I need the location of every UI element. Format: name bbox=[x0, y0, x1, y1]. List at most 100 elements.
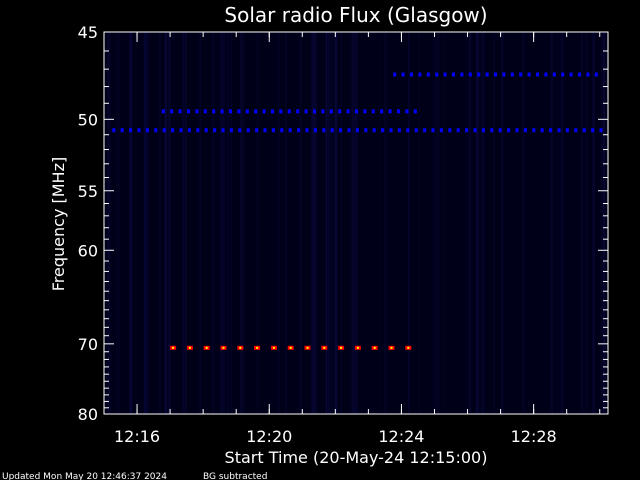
emission-dot-band_49.5MHz bbox=[338, 109, 342, 114]
noise-streak bbox=[600, 32, 603, 414]
noise-streak bbox=[130, 32, 132, 414]
y-tick-label: 80 bbox=[78, 405, 98, 424]
noise-streak bbox=[223, 32, 226, 414]
noise-streak bbox=[465, 32, 468, 414]
y-tick-label: 50 bbox=[78, 110, 98, 129]
noise-streak bbox=[159, 32, 161, 414]
emission-dot-band_49.5MHz bbox=[413, 109, 417, 114]
emission-core bbox=[323, 346, 326, 349]
y-tick-label: 60 bbox=[78, 241, 98, 260]
emission-dot-band_50.7MHz bbox=[414, 128, 418, 133]
emission-core bbox=[272, 346, 275, 349]
plot-frame bbox=[103, 31, 609, 415]
noise-streak bbox=[118, 32, 121, 414]
emission-dot-band_49.5MHz bbox=[363, 109, 367, 114]
noise-streak bbox=[442, 32, 445, 414]
emission-dot-band_47.3MHz bbox=[594, 72, 598, 77]
emission-dot-band_49.5MHz bbox=[279, 109, 283, 114]
emission-dot-band_50.7MHz bbox=[238, 128, 242, 133]
emission-dot-band_50.7MHz bbox=[129, 128, 133, 133]
noise-streak bbox=[143, 32, 147, 414]
emission-dot-band_50.7MHz bbox=[406, 128, 410, 133]
emission-dot-band_50.7MHz bbox=[372, 128, 376, 133]
emission-core bbox=[256, 346, 259, 349]
emission-dot-band_50.7MHz bbox=[246, 128, 250, 133]
noise-streak bbox=[129, 32, 133, 414]
noise-streak bbox=[353, 32, 355, 414]
noise-streak bbox=[145, 32, 147, 414]
emission-dot-band_47.3MHz bbox=[552, 72, 556, 77]
noise-streak bbox=[277, 32, 280, 414]
emission-dot-band_49.5MHz bbox=[296, 109, 300, 114]
emission-core bbox=[390, 346, 393, 349]
noise-streak bbox=[587, 32, 590, 414]
noise-streak bbox=[181, 32, 185, 414]
emission-dot-band_47.3MHz bbox=[502, 72, 506, 77]
noise-streak bbox=[240, 32, 243, 414]
emission-dot-band_47.3MHz bbox=[536, 72, 539, 77]
emission-core bbox=[356, 346, 359, 349]
emission-dot-band_49.5MHz bbox=[262, 109, 266, 114]
noise-streak bbox=[370, 32, 372, 414]
noise-streak bbox=[331, 32, 333, 414]
emission-core bbox=[407, 346, 410, 349]
emission-dot-band_49.5MHz bbox=[220, 109, 224, 114]
emission-dot-band_50.7MHz bbox=[397, 128, 401, 133]
noise-streak bbox=[353, 32, 356, 414]
noise-streak bbox=[285, 32, 287, 414]
y-tick-label: 45 bbox=[78, 23, 98, 42]
noise-streak bbox=[493, 32, 496, 414]
emission-dot-band_50.7MHz bbox=[330, 128, 334, 133]
emission-dot-band_50.7MHz bbox=[574, 128, 578, 133]
emission-dot-band_50.7MHz bbox=[171, 128, 175, 133]
noise-streak bbox=[436, 32, 440, 414]
noise-streak bbox=[500, 32, 504, 414]
emission-core bbox=[172, 346, 175, 349]
noise-streak bbox=[475, 32, 478, 414]
noise-streak bbox=[383, 32, 386, 414]
emission-dot-band_47.3MHz bbox=[519, 72, 523, 77]
emission-dot-band_50.7MHz bbox=[465, 128, 469, 133]
emission-dot-band_50.7MHz bbox=[145, 128, 149, 133]
x-tick-label: 12:28 bbox=[511, 427, 557, 446]
noise-streak bbox=[257, 32, 259, 414]
emission-core bbox=[373, 346, 376, 349]
noise-streak bbox=[107, 32, 110, 414]
x-axis-label: Start Time (20-May-24 12:15:00) bbox=[225, 448, 488, 467]
noise-streak bbox=[482, 32, 485, 414]
emission-dot-band_49.5MHz bbox=[397, 109, 400, 114]
noise-streak bbox=[355, 32, 359, 414]
emission-dot-band_47.3MHz bbox=[510, 72, 514, 77]
noise-streak bbox=[221, 32, 224, 414]
noise-streak bbox=[222, 32, 225, 414]
emission-dot-band_50.7MHz bbox=[473, 128, 477, 133]
noise-streak bbox=[199, 32, 202, 414]
emission-dot-band_49.5MHz bbox=[371, 109, 375, 114]
emission-dot-band_50.7MHz bbox=[213, 128, 217, 133]
noise-streak bbox=[147, 32, 149, 414]
emission-dot-band_50.7MHz bbox=[263, 128, 267, 133]
y-tick-label: 70 bbox=[78, 335, 98, 354]
emission-dot-band_50.7MHz bbox=[187, 128, 191, 133]
emission-dot-band_50.7MHz bbox=[599, 128, 603, 133]
plot-background bbox=[104, 32, 608, 414]
emission-dot-band_47.3MHz bbox=[443, 72, 447, 77]
noise-streak bbox=[386, 32, 389, 414]
emission-dot-band_49.5MHz bbox=[321, 109, 325, 114]
emission-dot-band_49.5MHz bbox=[380, 109, 384, 114]
emission-dot-band_47.3MHz bbox=[527, 72, 531, 77]
emission-dot-band_50.7MHz bbox=[481, 128, 485, 133]
emission-dot-band_50.7MHz bbox=[112, 128, 116, 133]
noise-streak bbox=[325, 32, 328, 414]
noise-streak bbox=[557, 32, 559, 414]
noise-streak bbox=[313, 32, 316, 414]
emission-dot-band_49.5MHz bbox=[245, 109, 249, 114]
noise-streak bbox=[340, 32, 342, 414]
noise-streak bbox=[580, 32, 584, 414]
y-tick-label: 55 bbox=[78, 182, 98, 201]
emission-dot-band_49.5MHz bbox=[271, 109, 274, 114]
emission-core bbox=[205, 346, 208, 349]
emission-dot-band_50.7MHz bbox=[355, 128, 359, 133]
emission-dot-band_50.7MHz bbox=[389, 128, 393, 133]
noise-streak bbox=[418, 32, 420, 414]
